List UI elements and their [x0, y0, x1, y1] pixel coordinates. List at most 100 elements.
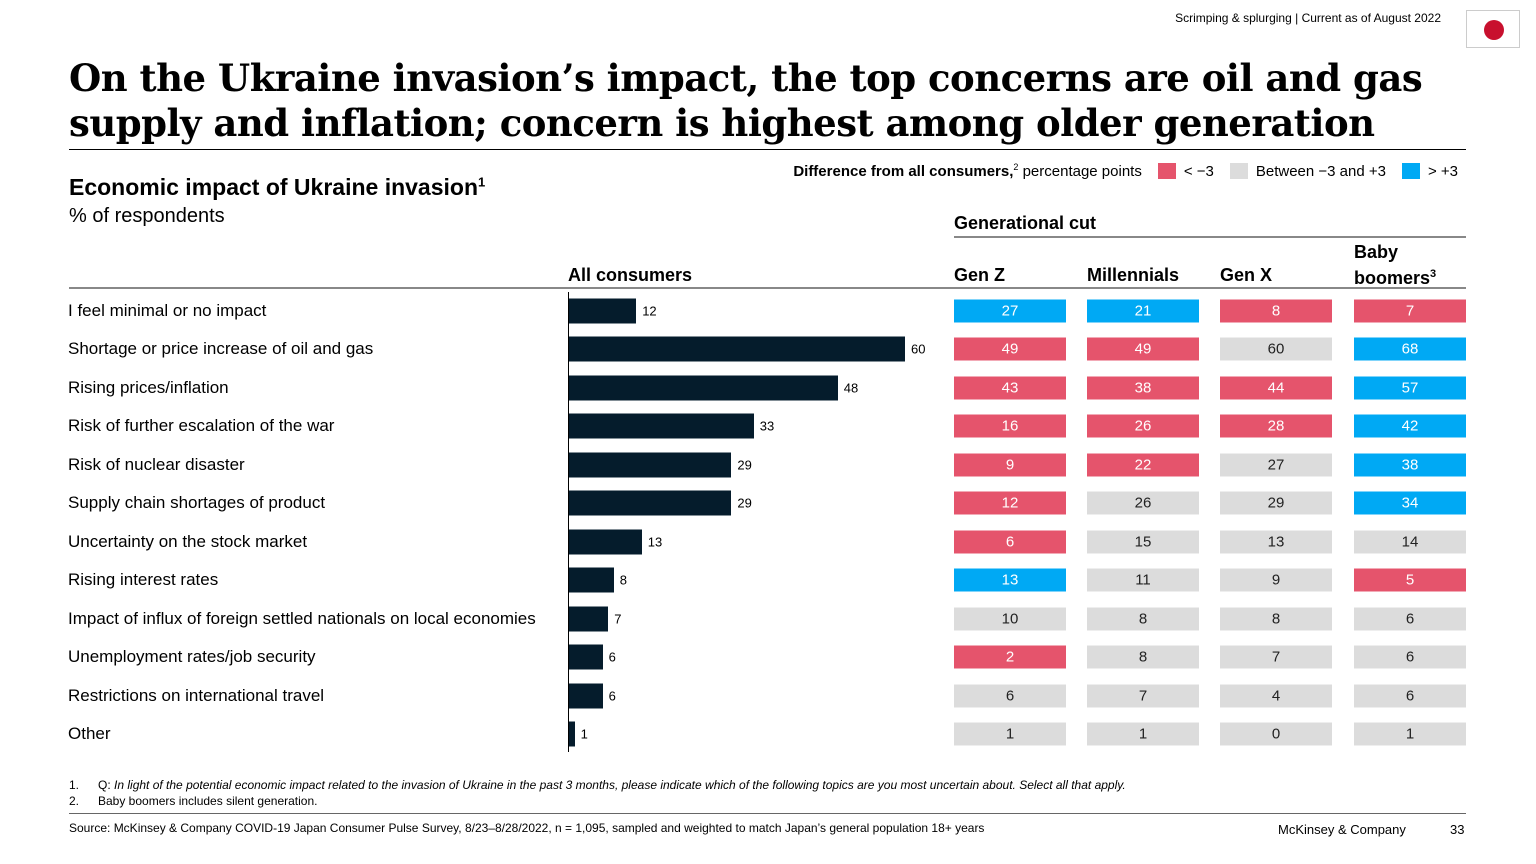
legend: Difference from all consumers,2 percenta… [793, 162, 1458, 180]
gen-cell: 7 [1220, 645, 1332, 669]
legend-label: > +3 [1427, 162, 1458, 180]
legend-swatch-pos [1401, 163, 1420, 179]
row-label: Restrictions on international travel [68, 685, 325, 705]
gen-cell: 4 [1220, 684, 1332, 707]
col-header-all: All consumers [568, 265, 693, 285]
legend-label: < −3 [1183, 162, 1214, 180]
gen-cell: 44 [1220, 376, 1332, 400]
bar-value-label: 7 [614, 611, 622, 627]
gen-cell: 14 [1354, 530, 1466, 554]
gen-cell: 0 [1220, 722, 1332, 746]
gen-cell: 16 [954, 414, 1066, 438]
japan-flag-icon [1466, 10, 1520, 48]
chart-title: Economic impact of Ukraine invasion1 [69, 174, 486, 200]
row-label: Supply chain shortages of product [68, 493, 326, 513]
gen-cell: 8 [1220, 607, 1332, 631]
gen-cell: 1 [954, 722, 1066, 746]
row-label: Uncertainty on the stock market [68, 531, 308, 551]
page-title: On the Ukraine invasion’s impact, the to… [69, 56, 1423, 145]
gen-cell: 8 [1220, 299, 1332, 323]
bar [569, 721, 575, 747]
legend-title: Difference from all consumers,2 percenta… [793, 162, 1142, 180]
gen-cell: 68 [1354, 337, 1466, 361]
divider [69, 813, 1466, 814]
gen-cell: 21 [1087, 299, 1199, 323]
gen-cell: 49 [1087, 337, 1199, 361]
gen-cell: 6 [1354, 645, 1466, 669]
bar [569, 529, 642, 555]
gen-cell: 34 [1354, 491, 1466, 515]
bar-value-label: 29 [737, 457, 752, 473]
gen-cell: 9 [1220, 568, 1332, 592]
bar [569, 567, 614, 593]
row-label: Impact of influx of foreign settled nati… [68, 608, 536, 628]
gen-cell: 6 [1354, 684, 1466, 707]
gen-cell: 5 [1354, 568, 1466, 592]
bar [569, 375, 838, 401]
group-header: Generational cut [954, 213, 1097, 233]
gen-cell: 29 [1220, 491, 1332, 515]
bar [569, 683, 603, 708]
gen-cell: 2 [954, 645, 1066, 669]
bar [569, 606, 609, 632]
bar-value-label: 6 [608, 688, 616, 703]
source-note: Source: McKinsey & Company COVID-19 Japa… [69, 821, 985, 835]
row-label: Risk of nuclear disaster [68, 454, 245, 474]
legend-swatch-neutral [1229, 163, 1248, 179]
bar-value-label: 13 [647, 534, 663, 550]
gen-cell: 10 [954, 607, 1066, 631]
row-label: Risk of further escalation of the war [68, 416, 335, 436]
bar-value-label: 48 [843, 380, 859, 396]
gen-cell: 11 [1087, 568, 1199, 592]
col-header-boomers: Baby boomers3 [1354, 242, 1437, 288]
row-label: I feel minimal or no impact [68, 301, 267, 320]
legend-label: Between −3 and +3 [1255, 162, 1386, 180]
gen-cell: 8 [1087, 607, 1199, 631]
gen-cell: 1 [1087, 722, 1199, 746]
gen-cell: 27 [954, 299, 1066, 323]
bar-axis [568, 292, 569, 752]
footnote-1: 1. Q: In light of the potential economic … [69, 778, 1126, 792]
gen-cell: 57 [1354, 376, 1466, 400]
bar [569, 336, 905, 362]
gen-cell: 26 [1087, 414, 1199, 438]
gen-cell: 6 [954, 684, 1066, 707]
bar-value-label: 1 [580, 726, 588, 742]
gen-cell: 6 [1354, 607, 1466, 631]
divider [954, 236, 1466, 238]
bar [569, 644, 603, 670]
bar-value-label: 6 [608, 649, 616, 665]
gen-cell: 38 [1087, 376, 1199, 400]
gen-cell: 7 [1087, 684, 1199, 707]
divider [69, 287, 1466, 289]
col-header-millennials: Millennials [1087, 265, 1180, 285]
gen-cell: 22 [1087, 453, 1199, 477]
gen-cell: 28 [1220, 414, 1332, 438]
bar [569, 413, 754, 439]
top-note: Scrimping & splurging | Current as of Au… [1175, 11, 1441, 25]
row-label: Rising interest rates [68, 570, 219, 590]
gen-cell: 1 [1354, 722, 1466, 746]
row-label: Shortage or price increase of oil and ga… [68, 339, 374, 359]
col-header-genx: Gen X [1220, 265, 1273, 285]
row-label: Other [68, 723, 111, 743]
gen-cell: 7 [1354, 299, 1466, 323]
gen-cell: 13 [1220, 530, 1332, 554]
gen-cell: 60 [1220, 337, 1332, 361]
gen-cell: 42 [1354, 414, 1466, 438]
gen-cell: 26 [1087, 491, 1199, 515]
gen-cell: 13 [954, 568, 1066, 592]
col-header-genz: Gen Z [954, 265, 1006, 285]
page-number: 33 [1450, 822, 1465, 837]
bar [569, 490, 732, 516]
brand: McKinsey & Company [1278, 822, 1406, 837]
gen-cell: 15 [1087, 530, 1199, 554]
bar-value-label: 29 [737, 495, 752, 511]
gen-cell: 49 [954, 337, 1066, 361]
bar-value-label: 8 [619, 572, 628, 588]
bar-value-label: 60 [911, 341, 926, 357]
bar-value-label: 12 [642, 303, 657, 319]
bar [569, 452, 732, 478]
row-label: Unemployment rates/job security [68, 647, 316, 667]
bar-value-label: 33 [759, 418, 775, 434]
